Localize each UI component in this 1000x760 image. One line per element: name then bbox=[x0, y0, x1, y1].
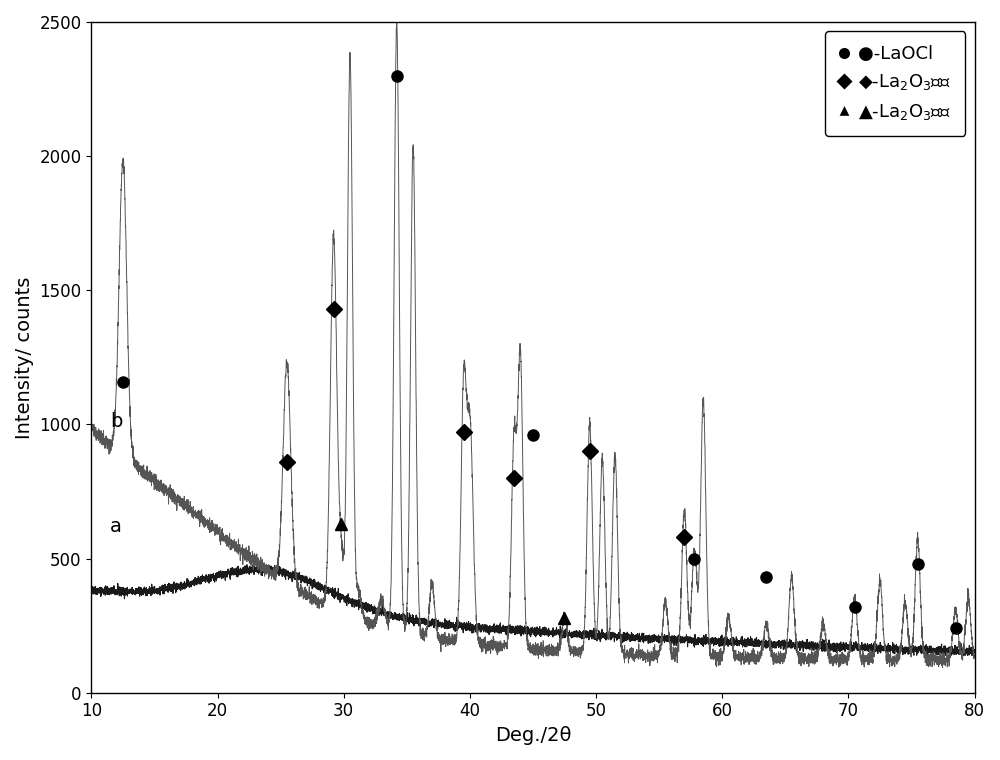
Text: a: a bbox=[110, 517, 122, 536]
Y-axis label: Intensity/ counts: Intensity/ counts bbox=[15, 276, 34, 439]
Text: b: b bbox=[110, 412, 123, 431]
Legend: ●-LaOCl, ◆-La$_2$O$_3$六方, ▲-La$_2$O$_3$正交: ●-LaOCl, ◆-La$_2$O$_3$六方, ▲-La$_2$O$_3$正… bbox=[825, 31, 965, 136]
X-axis label: Deg./2θ: Deg./2θ bbox=[495, 726, 571, 745]
